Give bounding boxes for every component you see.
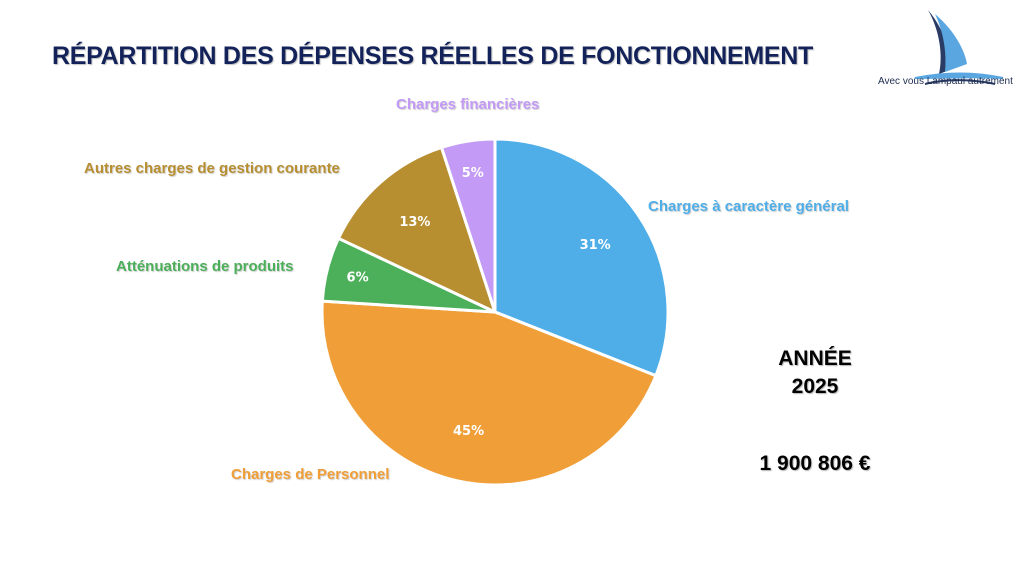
label-autres-charges: Autres charges de gestion courante xyxy=(84,160,340,177)
pie-slice xyxy=(320,299,658,487)
logo-text: Avec vous Lampaul autrement xyxy=(878,76,1013,87)
year-label: ANNÉE xyxy=(778,347,852,370)
sailboat-icon xyxy=(914,10,1004,85)
pie-slice xyxy=(439,137,497,313)
pie-slice-percent: 31% xyxy=(580,238,611,253)
page-title: RÉPARTITION DES DÉPENSES RÉELLES DE FONC… xyxy=(52,42,814,70)
label-attenuations: Atténuations de produits xyxy=(116,258,294,275)
year: 2025 xyxy=(791,375,839,398)
total-amount: 1 900 806 € xyxy=(759,452,871,475)
pie-slice xyxy=(336,145,498,315)
pie-slice-percent: 13% xyxy=(399,215,430,230)
label-charges-personnel: Charges de Personnel xyxy=(231,466,390,483)
label-charges-financieres: Charges financières xyxy=(396,96,540,113)
label-charges-generales: Charges à caractère général xyxy=(648,198,849,215)
pie-slice xyxy=(493,137,670,378)
pie-slice-percent: 6% xyxy=(347,271,369,286)
pie-slice-percent: 45% xyxy=(453,424,484,439)
pie-slice-percent: 5% xyxy=(462,166,484,181)
